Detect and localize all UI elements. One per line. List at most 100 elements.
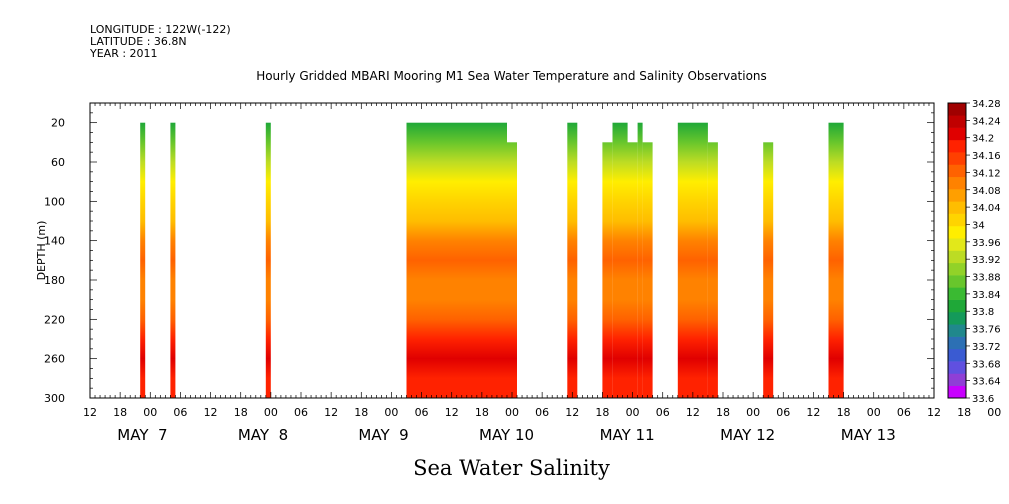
colorbar-label: 34 [972,220,985,231]
colorbar-cell [948,213,966,227]
data-segment [627,142,638,398]
x-tick-label: 06 [656,406,670,419]
colorbar-label: 33.96 [972,238,1001,249]
x-tick-label: 18 [354,406,368,419]
variable-title: Sea Water Salinity [413,456,610,480]
colorbar-cell [948,287,966,300]
data-segment [637,122,643,398]
x-tick-label: 00 [987,406,1001,419]
colorbar: 34.28 34.24 34.2 34.16 34.12 34.08 34.04 34 33.9… [947,99,1001,405]
data-segment [707,142,718,398]
y-tick-label: 180 [44,274,65,287]
colorbar-cell [948,127,966,141]
colorbar-label: 33.6 [972,394,994,405]
x-tick-label: 00 [384,406,398,419]
colorbar-border [947,102,967,399]
colorbar-cell [948,225,966,239]
colorbar-cell [948,324,966,337]
x-tick-label: 12 [204,406,218,419]
x-tick-label: 12 [686,406,700,419]
data-segment [828,122,844,398]
x-day-label: MAY 11 [600,426,655,444]
colorbar-label: 33.76 [972,325,1001,336]
colorbar-cell [948,373,966,387]
colorbar-cell [948,176,966,190]
y-tick-label: 140 [44,235,65,248]
data-segment [677,122,708,398]
x-tick-label: 12 [324,406,338,419]
x-tick-label: 00 [143,406,157,419]
colorbar-label: 33.92 [972,255,1001,266]
colorbar-label: 33.88 [972,273,1001,284]
y-axis-label: DEPTH (m) [35,221,48,281]
metadata-block: LONGITUDE : 122W(-122) LATITUDE : 36.8N … [90,24,231,60]
colorbar-label: 34.24 [972,116,1001,127]
data-segment [265,122,271,398]
colorbar-cell [948,299,966,313]
x-day-label: MAY 9 [358,426,408,444]
colorbar-cell [948,385,966,399]
longitude-label: LONGITUDE : 122W(-122) [90,23,231,36]
colorbar-cell [948,238,966,251]
colorbar-label: 34.28 [972,99,1001,110]
x-tick-label: 18 [716,406,730,419]
data-segment [170,122,176,398]
colorbar-cell [948,336,966,350]
x-tick-label: 12 [927,406,941,419]
colorbar-cell [948,250,966,264]
y-tick-label: 300 [44,392,65,405]
x-tick-label: 12 [83,406,97,419]
colorbar-cell [948,262,966,276]
colorbar-label: 34.16 [972,151,1001,162]
plot-data-layer [140,122,844,398]
colorbar-cell [948,348,966,362]
y-tick-label: 220 [44,313,65,326]
colorbar-label: 34.12 [972,168,1001,179]
data-segment [567,122,578,398]
chart-title: Hourly Gridded MBARI Mooring M1 Sea Wate… [256,69,767,83]
data-segment [763,142,774,398]
x-tick-label: 18 [957,406,971,419]
colorbar-label: 33.84 [972,290,1001,301]
x-tick-label: 06 [415,406,429,419]
colorbar-label: 34.04 [972,203,1001,214]
colorbar-cell [948,139,966,153]
y-tick-label: 60 [51,156,65,169]
colorbar-cell [948,201,966,214]
x-tick-label: 18 [113,406,127,419]
colorbar-label: 33.72 [972,342,1001,353]
x-tick-label: 00 [505,406,519,419]
colorbar-cell [948,311,966,325]
x-tick-label: 00 [626,406,640,419]
colorbar-cell [948,275,966,288]
x-day-label: MAY 8 [238,426,288,444]
colorbar-label: 34.2 [972,134,994,145]
x-tick-label: 00 [867,406,881,419]
x-tick-label: 12 [806,406,820,419]
data-segment [602,142,613,398]
x-tick-label: 06 [294,406,308,419]
y-tick-label: 100 [44,195,65,208]
data-segment [507,142,517,398]
x-tick-label: 06 [897,406,911,419]
colorbar-cell [948,152,966,165]
latitude-label: LATITUDE : 36.8N [90,35,187,48]
x-day-label: MAY 13 [841,426,896,444]
x-tick-label: 06 [776,406,790,419]
colorbar-cell [948,115,966,128]
data-segment [642,142,653,398]
x-tick-label: 12 [445,406,459,419]
x-tick-label: 12 [565,406,579,419]
x-day-label: MAY 10 [479,426,534,444]
colorbar-cell [948,103,966,116]
plot-frame-layer: 12 18 00 06 12 18 00 06 12 18 00 06 12 18 00 06 12 18 00 06… [35,102,1001,444]
colorbar-label: 33.64 [972,377,1001,388]
x-tick-label: 18 [475,406,489,419]
data-segment [140,122,146,398]
colorbar-label: 33.68 [972,359,1001,370]
data-segment [612,122,628,398]
data-segment [406,122,507,398]
x-tick-label: 18 [837,406,851,419]
colorbar-label: 34.08 [972,186,1001,197]
